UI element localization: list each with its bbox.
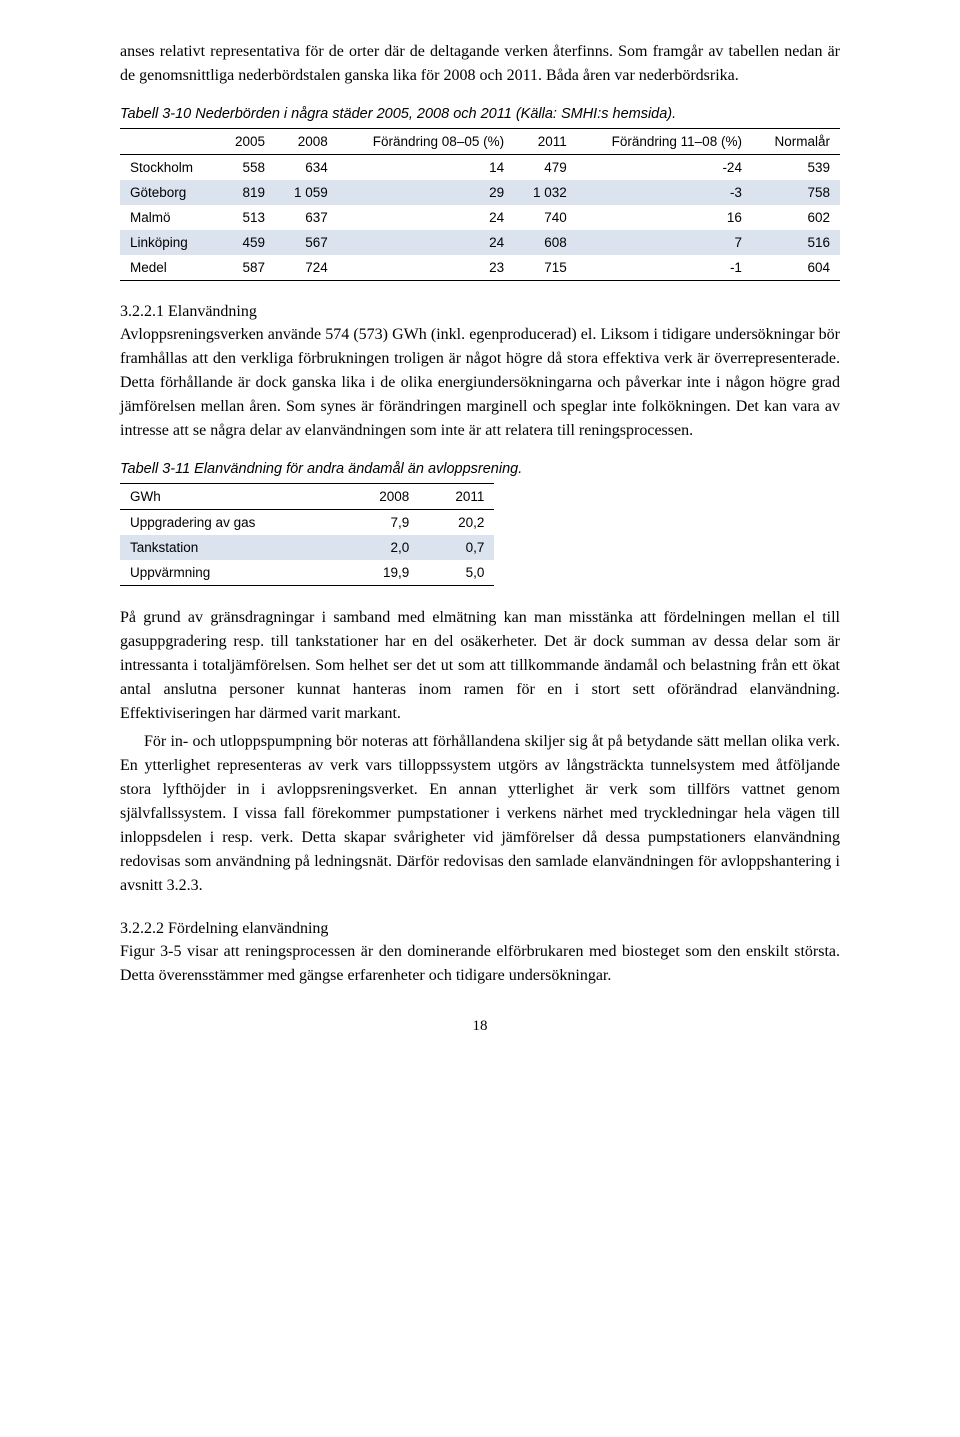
table-row: Tankstation 2,0 0,7	[120, 535, 494, 560]
col-2011: 2011	[419, 484, 494, 510]
col-gwh: GWh	[120, 484, 343, 510]
table-header-row: GWh 2008 2011	[120, 484, 494, 510]
table-3-11-caption: Tabell 3-11 Elanvändning för andra ändam…	[120, 461, 840, 477]
intro-paragraph: anses relativt representativa för de ort…	[120, 40, 840, 88]
table-row: Göteborg 819 1 059 29 1 032 -3 758	[120, 180, 840, 205]
col-change-0805: Förändring 08–05 (%)	[338, 129, 514, 155]
table-header-row: 2005 2008 Förändring 08–05 (%) 2011 Förä…	[120, 129, 840, 155]
col-change-1108: Förändring 11–08 (%)	[577, 129, 752, 155]
col-2008: 2008	[275, 129, 338, 155]
col-2005: 2005	[217, 129, 275, 155]
section-3222-paragraph: Figur 3-5 visar att reningsprocessen är …	[120, 940, 840, 988]
mid-paragraph-1: På grund av gränsdragningar i samband me…	[120, 606, 840, 726]
section-3221-paragraph: Avloppsreningsverken använde 574 (573) G…	[120, 323, 840, 443]
page-number: 18	[120, 1018, 840, 1035]
col-normal: Normalår	[752, 129, 840, 155]
col-blank	[120, 129, 217, 155]
table-3-11: GWh 2008 2011 Uppgradering av gas 7,9 20…	[120, 483, 494, 586]
table-row: Malmö 513 637 24 740 16 602	[120, 205, 840, 230]
table-3-10-caption: Tabell 3-10 Nederbörden i några städer 2…	[120, 106, 840, 122]
col-2011: 2011	[514, 129, 577, 155]
table-3-10: 2005 2008 Förändring 08–05 (%) 2011 Förä…	[120, 128, 840, 281]
col-2008: 2008	[343, 484, 420, 510]
mid-paragraph-2: För in- och utloppspumpning bör noteras …	[120, 730, 840, 898]
heading-3-2-2-1: 3.2.2.1 Elanvändning	[120, 303, 840, 321]
table-row: Uppgradering av gas 7,9 20,2	[120, 510, 494, 536]
table-row: Linköping 459 567 24 608 7 516	[120, 230, 840, 255]
table-row: Stockholm 558 634 14 479 -24 539	[120, 155, 840, 181]
heading-3-2-2-2: 3.2.2.2 Fördelning elanvändning	[120, 920, 840, 938]
table-row: Uppvärmning 19,9 5,0	[120, 560, 494, 586]
table-row: Medel 587 724 23 715 -1 604	[120, 255, 840, 281]
